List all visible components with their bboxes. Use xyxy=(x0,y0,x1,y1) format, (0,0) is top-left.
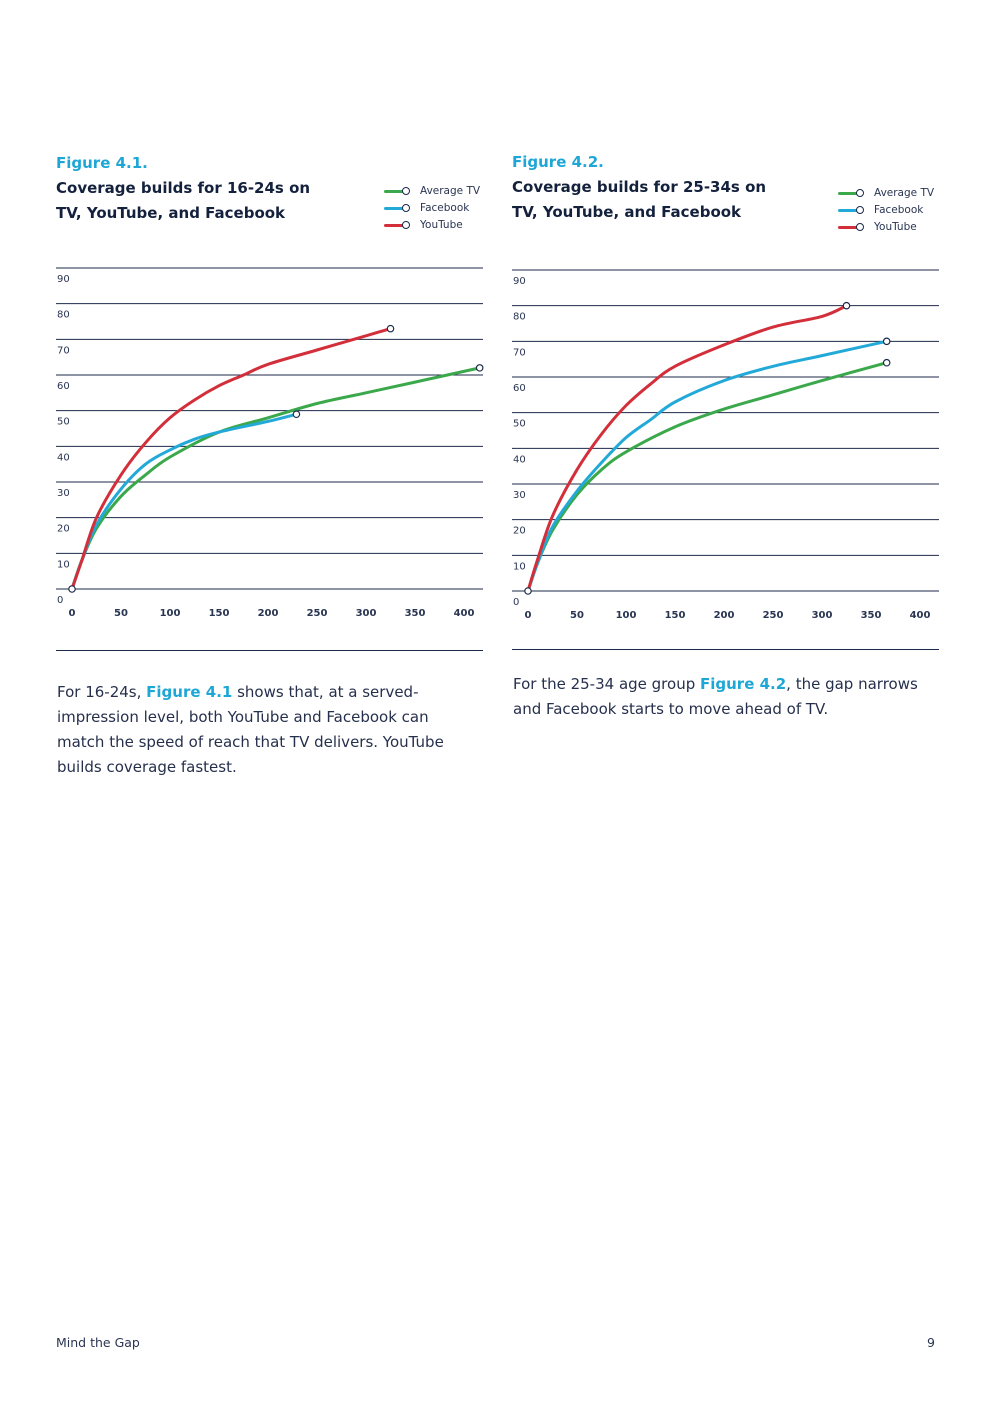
y-tick-label: 60 xyxy=(513,383,526,394)
divider xyxy=(512,649,939,650)
x-tick-label: 200 xyxy=(258,608,279,619)
coverage-chart-16-24: 0 10 20 30 40 50 60 70 80 90 0 50 100 150 200 250 300 350… xyxy=(56,267,484,619)
x-tick-label: 400 xyxy=(910,610,931,621)
y-tick-label: 80 xyxy=(57,310,70,321)
x-tick-label: 350 xyxy=(861,610,882,621)
description-text: shows that, at a served-impression level… xyxy=(57,683,444,776)
x-tick-label: 200 xyxy=(714,610,735,621)
series-line-average-tv xyxy=(70,366,482,591)
legend-line-icon xyxy=(384,190,404,193)
legend-marker-icon xyxy=(402,221,410,229)
figure-description: For the 25-34 age group Figure 4.2, the … xyxy=(513,672,933,722)
y-tick-label: 10 xyxy=(57,559,70,570)
y-tick-label: 90 xyxy=(57,274,70,285)
y-tick-label: 70 xyxy=(513,347,526,358)
divider xyxy=(56,650,483,651)
end-marker-average-tv xyxy=(475,364,484,372)
coverage-chart-25-34: 0 10 20 30 40 50 60 70 80 90 0 50 100 150 200 250 300 350… xyxy=(512,269,939,621)
series-line-youtube xyxy=(526,304,848,593)
x-tick-label: 250 xyxy=(763,610,784,621)
x-tick-label: 350 xyxy=(405,608,426,619)
figure-description: For 16-24s, Figure 4.1 shows that, at a … xyxy=(57,680,467,780)
legend-marker-icon xyxy=(402,187,410,195)
legend-label: Average TV xyxy=(874,187,935,199)
y-tick-label: 0 xyxy=(57,595,63,606)
origin-marker xyxy=(524,587,532,595)
y-tick-label: 70 xyxy=(57,345,70,356)
series-line-facebook xyxy=(526,339,889,593)
legend-label: YouTube xyxy=(874,221,917,233)
figure-reference: Figure 4.1 xyxy=(146,683,233,701)
legend-label: Average TV xyxy=(420,185,481,197)
footer-title: Mind the Gap xyxy=(56,1335,140,1350)
legend-line-icon xyxy=(384,207,404,210)
legend-label: Facebook xyxy=(420,202,470,214)
y-tick-label: 20 xyxy=(513,526,526,537)
legend-marker-icon xyxy=(402,204,410,212)
x-tick-label: 0 xyxy=(525,610,532,621)
x-tick-label: 50 xyxy=(114,608,128,619)
x-tick-label: 50 xyxy=(570,610,584,621)
legend-line-icon xyxy=(838,226,858,229)
legend-line-icon xyxy=(838,209,858,212)
x-tick-label: 300 xyxy=(812,610,833,621)
end-marker-youtube xyxy=(842,301,851,310)
x-tick-label: 250 xyxy=(307,608,328,619)
y-tick-label: 10 xyxy=(513,561,526,572)
legend-marker-icon xyxy=(856,206,864,214)
figure-4-1: Figure 4.1. Coverage builds for 16-24s o… xyxy=(56,0,486,790)
x-tick-label: 0 xyxy=(69,608,76,619)
x-tick-label: 100 xyxy=(160,608,181,619)
origin-marker xyxy=(68,585,76,593)
x-tick-label: 100 xyxy=(616,610,637,621)
y-tick-label: 40 xyxy=(57,452,70,463)
figure-label: Figure 4.1. xyxy=(56,154,148,172)
x-tick-label: 150 xyxy=(665,610,686,621)
series-line-youtube xyxy=(70,327,392,591)
figure-reference: Figure 4.2 xyxy=(700,675,787,693)
y-tick-label: 90 xyxy=(513,276,526,287)
end-marker-facebook xyxy=(882,337,891,346)
y-tick-label: 80 xyxy=(513,312,526,323)
y-tick-label: 30 xyxy=(513,490,526,501)
legend-label: YouTube xyxy=(420,219,463,231)
y-tick-label: 50 xyxy=(57,417,70,428)
legend-marker-icon xyxy=(856,189,864,197)
y-tick-label: 50 xyxy=(513,419,526,430)
chart-title: Coverage builds for 25-34s on TV, YouTub… xyxy=(512,178,767,221)
y-tick-label: 40 xyxy=(513,454,526,465)
legend-line-icon xyxy=(838,192,858,195)
y-tick-label: 60 xyxy=(57,381,70,392)
chart-title: Coverage builds for 16-24s on TV, YouTub… xyxy=(56,179,311,222)
legend-line-icon xyxy=(384,224,404,227)
end-marker-facebook xyxy=(292,410,301,419)
description-text: , the gap narrows and Facebook starts to… xyxy=(513,675,918,718)
description-text: For 16-24s, xyxy=(57,683,147,701)
y-tick-label: 20 xyxy=(57,524,70,535)
page-number: 9 xyxy=(927,1335,935,1350)
y-tick-label: 30 xyxy=(57,488,70,499)
x-tick-label: 400 xyxy=(454,608,475,619)
legend-marker-icon xyxy=(856,223,864,231)
end-marker-youtube xyxy=(386,324,395,333)
description-text: For the 25-34 age group xyxy=(513,675,700,693)
figure-4-2: Figure 4.2. Coverage builds for 25-34s o… xyxy=(512,0,942,790)
y-tick-label: 0 xyxy=(513,597,519,608)
series-line-average-tv xyxy=(526,361,889,593)
x-tick-label: 300 xyxy=(356,608,377,619)
legend-label: Facebook xyxy=(874,204,924,216)
end-marker-average-tv xyxy=(882,358,891,367)
x-tick-label: 150 xyxy=(209,608,230,619)
figure-label: Figure 4.2. xyxy=(512,153,604,171)
